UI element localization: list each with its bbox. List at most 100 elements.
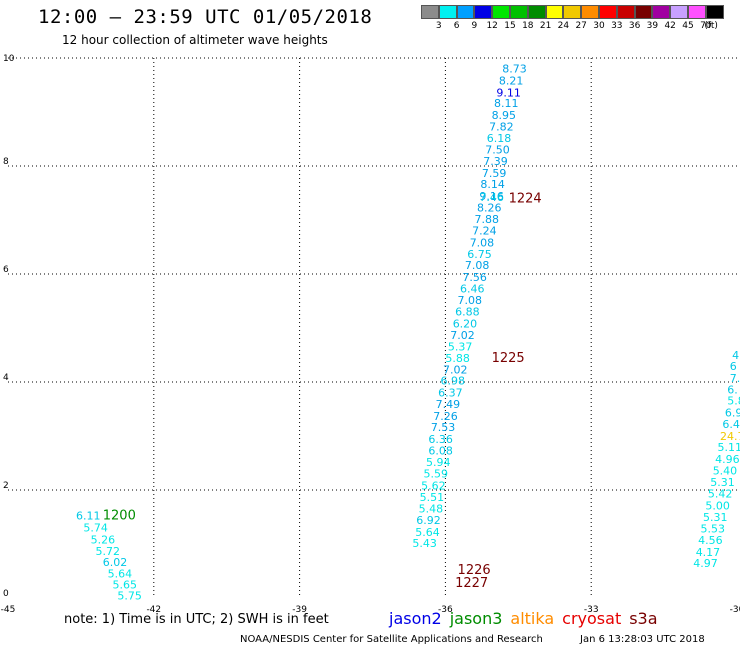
wave-height-point: 7.02: [443, 363, 468, 376]
x-tick-label: -39: [292, 605, 307, 615]
x-tick-label: -42: [146, 605, 161, 615]
satellite-legend: jason2 jason3 altika cryosat s3a: [389, 609, 666, 628]
wave-height-point: 6.92: [416, 514, 441, 527]
colorbar-label: 12: [486, 21, 498, 31]
colorbar-label: 45: [682, 21, 694, 31]
track-time-label: 1200: [103, 509, 136, 524]
colorbar-swatch: [421, 5, 439, 19]
track-time-label: 1227: [455, 576, 488, 591]
colorbar-swatch: [705, 5, 724, 19]
wave-height-point: 5.42: [708, 488, 733, 501]
wave-height-point: 5.31: [710, 476, 735, 489]
colorbar-swatch: [438, 5, 457, 19]
wave-height-point: 7.82: [489, 120, 514, 133]
colorbar-swatch: [509, 5, 528, 19]
wave-height-point: 7.50: [485, 144, 510, 157]
wave-height-point: 7.08: [465, 259, 490, 272]
wave-height-point: 4.96: [715, 453, 740, 466]
colorbar-label: 21: [539, 21, 552, 31]
wave-height-point: 6.18: [487, 132, 512, 145]
wave-height-point: 6.11: [76, 510, 101, 523]
wave-height-point: 6.98: [441, 375, 466, 388]
chart-title: 12:00 – 23:59 UTC 01/05/2018: [38, 6, 373, 28]
colorbar-label: 36: [628, 21, 641, 31]
track-time-label: 1224: [509, 192, 542, 207]
wave-height-point: 4.56: [698, 534, 723, 547]
wave-height-point: 7.26: [433, 410, 458, 423]
footer-source: NOAA/NESDIS Center for Satellite Applica…: [240, 634, 543, 645]
y-tick-label: 8: [3, 157, 9, 167]
colorbar-label: 6: [453, 21, 460, 31]
wave-height-point: 5.11: [718, 441, 740, 454]
wave-height-point: 7.46: [479, 191, 504, 204]
colorbar-label: 3: [435, 21, 442, 31]
colorbar-label: 15: [504, 21, 516, 31]
wave-height-point: 5.37: [448, 341, 473, 354]
wave-height-point: 8.11: [494, 97, 519, 110]
wave-height-point: 6.75: [467, 248, 492, 261]
wave-height-point: 4: [732, 349, 739, 362]
wave-height-point: 5.94: [426, 456, 451, 469]
wave-height-point: 6.36: [428, 433, 453, 446]
track-time-label: 1225: [492, 351, 525, 366]
wave-height-point: 5.64: [415, 526, 440, 539]
colorbar-swatch: [652, 5, 671, 19]
wave-height-point: 8.95: [492, 109, 517, 122]
wave-height-point: 5.88: [445, 352, 470, 365]
wave-height-point: 5.40: [713, 464, 738, 477]
x-tick-label: -30: [730, 605, 740, 615]
wave-height-point: 4.97: [693, 557, 718, 570]
colorbar-swatch: [634, 5, 653, 19]
wave-height-point: 6: [730, 360, 737, 373]
wave-height-point: 6.: [727, 383, 738, 396]
wave-height-point: 6.02: [103, 556, 128, 569]
wave-height-point: 6.47: [722, 418, 740, 431]
wave-height-point: 5.43: [412, 537, 437, 550]
wave-height-point: 7.24: [472, 225, 497, 238]
legend-s3a: s3a: [629, 609, 658, 628]
colorbar-label: 42: [664, 21, 676, 31]
colorbar-swatch: [527, 5, 546, 19]
wave-height-point: 24.74: [720, 430, 740, 443]
colorbar-swatch: [687, 5, 706, 19]
wave-height-point: 5.00: [705, 499, 730, 512]
colorbar-labels: 3 6 9 12 15 18 21 24 27 30 33 36 39 42 45 70 (ft): [421, 21, 740, 33]
wave-height-point: 5.62: [421, 479, 446, 492]
colorbar-swatch: [563, 5, 582, 19]
wave-height-point: 8.21: [499, 74, 524, 87]
colorbar-swatch: [616, 5, 635, 19]
wave-height-point: 5.8: [727, 395, 740, 408]
wave-height-point: 5.65: [112, 578, 136, 591]
wave-height-point: 8.73: [502, 63, 526, 76]
colorbar-swatch: [581, 5, 599, 19]
footer-timestamp: Jan 6 13:28:03 UTC 2018: [580, 634, 705, 645]
colorbar-swatch: [670, 5, 688, 19]
colorbar-label: 30: [593, 21, 605, 31]
wave-height-point: 7.: [730, 372, 740, 385]
y-tick-label: 2: [3, 481, 9, 491]
y-tick-label: 0: [3, 589, 9, 599]
wave-height-point: 5.59: [424, 468, 449, 481]
wave-height-point: 7.59: [482, 167, 507, 180]
wave-height-point: 5.74: [83, 522, 108, 535]
wave-height-point: 6.9: [725, 407, 740, 420]
colorbar: [421, 5, 724, 19]
colorbar-label: 39: [646, 21, 659, 31]
y-tick-label: 6: [3, 265, 9, 275]
wave-height-point: 7.39: [483, 155, 508, 168]
wave-height-point: 5.51: [420, 491, 445, 504]
legend-altika: altika: [510, 609, 555, 628]
wave-height-point: 6.20: [453, 317, 478, 330]
wave-height-point: 5.26: [91, 533, 116, 546]
wave-height-point: 8.14: [480, 178, 505, 191]
wave-height-point: 7.02: [450, 329, 475, 342]
wave-height-point: 6.08: [428, 444, 453, 457]
wave-height-point: 7.08: [470, 236, 495, 249]
colorbar-label: 24: [557, 21, 570, 31]
wave-height-point: 5.31: [703, 511, 728, 524]
wave-height-point: 7.53: [431, 421, 456, 434]
x-tick-label: -45: [1, 605, 16, 615]
colorbar-swatch: [598, 5, 617, 19]
wave-height-point: 9.16: [479, 190, 504, 203]
wave-height-point: 5.64: [108, 567, 133, 580]
